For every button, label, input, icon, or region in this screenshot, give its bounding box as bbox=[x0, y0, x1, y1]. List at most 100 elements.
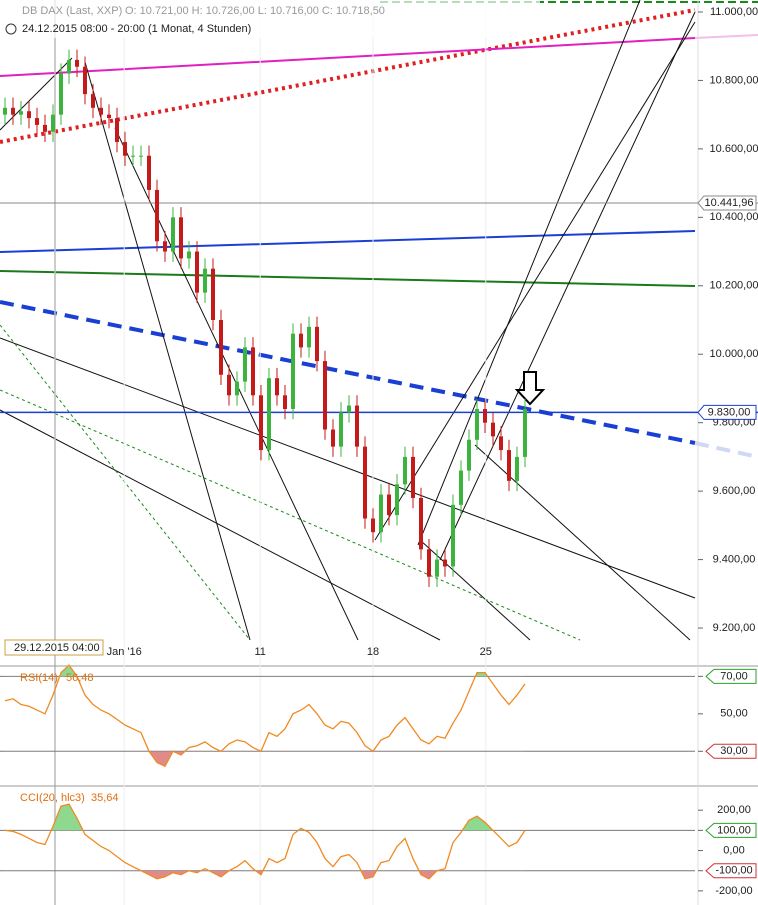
trend-line bbox=[419, 539, 531, 641]
arrow-marker bbox=[514, 371, 546, 406]
candle-body bbox=[411, 456, 415, 498]
level-box bbox=[705, 743, 757, 759]
candle-body bbox=[483, 408, 487, 423]
indicator-line bbox=[4, 803, 526, 880]
candle-body bbox=[243, 347, 247, 382]
trend-line bbox=[0, 409, 441, 641]
x-tick-label: 25 bbox=[480, 646, 492, 658]
y-tick-label: 10.800,00 bbox=[710, 74, 758, 86]
candle-body bbox=[19, 111, 23, 115]
candle-body bbox=[235, 381, 239, 396]
candle-body bbox=[499, 436, 503, 451]
candle-body bbox=[83, 66, 87, 95]
y-tick-label: 10.600,00 bbox=[710, 143, 758, 155]
candle-body bbox=[259, 395, 263, 451]
y-tick-label: 0,00 bbox=[723, 844, 744, 856]
y-tick-label: -100,00 bbox=[715, 865, 752, 877]
candle-body bbox=[99, 107, 103, 115]
candle-body bbox=[475, 408, 479, 440]
candle-body bbox=[211, 268, 215, 321]
cursor-box bbox=[4, 639, 104, 656]
y-tick-label: 70,00 bbox=[720, 670, 748, 682]
trend-line bbox=[0, 337, 696, 599]
trend-line bbox=[439, 11, 696, 561]
instrument: DB DAX (Last, XXP) bbox=[22, 5, 122, 17]
candle-body bbox=[419, 497, 423, 550]
candle-body bbox=[355, 405, 359, 447]
x-tick-label: 18 bbox=[367, 646, 379, 658]
trend-line bbox=[0, 300, 696, 445]
trend-line bbox=[374, 21, 696, 541]
level-box bbox=[705, 822, 757, 838]
candle-body bbox=[163, 241, 167, 252]
candle-body bbox=[363, 446, 367, 519]
candle-body bbox=[115, 118, 119, 143]
candle-body bbox=[347, 405, 351, 413]
cursor-label: 29.12.2015 04:00 bbox=[14, 642, 100, 654]
candle-body bbox=[219, 320, 223, 375]
candle-body bbox=[43, 124, 47, 132]
candle-body bbox=[507, 450, 511, 481]
trend-line bbox=[694, 441, 758, 459]
indicator-value: 35,64 bbox=[91, 792, 119, 804]
candle-body bbox=[387, 494, 391, 516]
candle-body bbox=[171, 217, 175, 252]
candle-body bbox=[91, 94, 95, 108]
level-box bbox=[705, 863, 757, 879]
candle-body bbox=[67, 59, 71, 74]
candle-body bbox=[515, 456, 519, 481]
price-label: 9.830,00 bbox=[708, 406, 751, 418]
candle-body bbox=[403, 456, 407, 485]
candle-body bbox=[283, 395, 287, 409]
candle-body bbox=[195, 251, 199, 293]
period: 24.12.2015 08:00 - 20:00 (1 Monat, 4 Stu… bbox=[22, 23, 251, 35]
indicator-name: RSI(14) bbox=[20, 672, 58, 684]
candle-body bbox=[379, 494, 383, 533]
candle-body bbox=[371, 518, 375, 533]
candle-body bbox=[323, 361, 327, 430]
trend-line bbox=[0, 57, 73, 131]
candle-body bbox=[251, 347, 255, 396]
price-box bbox=[697, 195, 757, 211]
header-bg bbox=[0, 0, 540, 38]
candle-body bbox=[35, 118, 39, 125]
candle-body bbox=[467, 439, 471, 471]
candle-body bbox=[131, 155, 135, 157]
header: DB DAX (Last, XXP) O: 10.721,00 H: 10.72… bbox=[0, 0, 540, 804]
x-tick-label: 11 bbox=[254, 646, 265, 658]
candle-body bbox=[3, 107, 7, 115]
candle-body bbox=[59, 73, 63, 115]
candle-body bbox=[443, 559, 447, 567]
y-tick-label: 100,00 bbox=[717, 824, 751, 836]
zone-fill bbox=[141, 870, 437, 879]
level-box bbox=[705, 668, 757, 684]
candle-body bbox=[107, 114, 111, 119]
candle-body bbox=[291, 333, 295, 409]
candle-body bbox=[267, 378, 271, 451]
y-tick-label: 30,00 bbox=[720, 745, 748, 757]
trend-line bbox=[0, 324, 251, 641]
candle-body bbox=[27, 111, 31, 119]
indicator-line bbox=[4, 664, 526, 768]
x-tick-label: Jan '16 bbox=[107, 646, 142, 658]
candle-body bbox=[435, 559, 439, 577]
candle-body bbox=[227, 374, 231, 396]
y-tick-label: 10.400,00 bbox=[710, 211, 758, 223]
candle-body bbox=[315, 326, 319, 362]
y-tick-label: 10.200,00 bbox=[710, 280, 758, 292]
price-box bbox=[697, 404, 757, 420]
candle-body bbox=[155, 189, 159, 242]
y-tick-label: 9.200,00 bbox=[713, 622, 756, 634]
price-label: 10.441,96 bbox=[705, 197, 754, 209]
candle-body bbox=[203, 268, 207, 293]
candle-body bbox=[491, 422, 495, 437]
trend-line bbox=[0, 8, 696, 144]
candle-body bbox=[11, 107, 15, 115]
candle-body bbox=[123, 142, 127, 156]
candle-body bbox=[275, 378, 279, 396]
y-tick-label: 200,00 bbox=[717, 804, 751, 816]
y-tick-label: -200,00 bbox=[715, 885, 752, 897]
candle-body bbox=[331, 429, 335, 447]
